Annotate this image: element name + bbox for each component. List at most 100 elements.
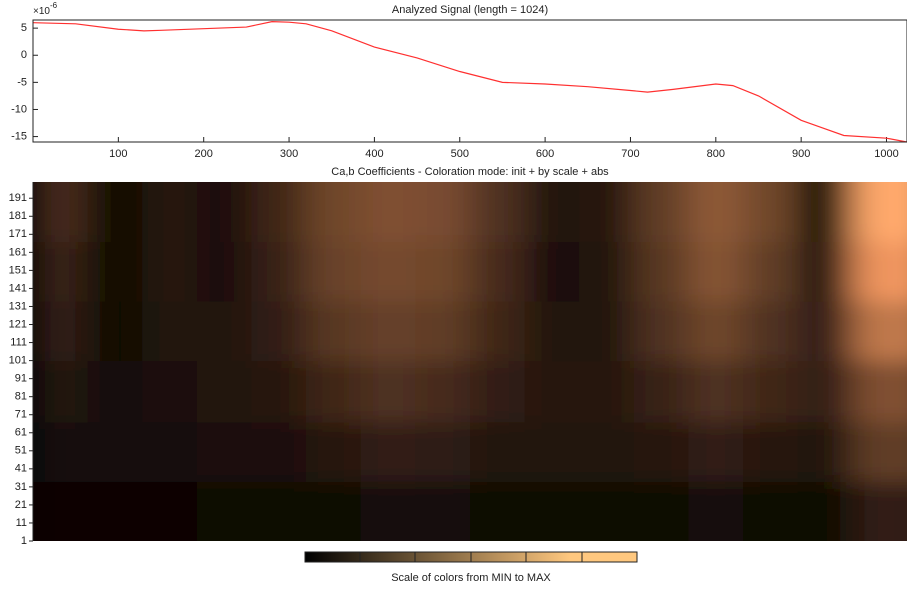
y-multiplier-exp: -6 — [50, 1, 58, 10]
x-tick-label: 400 — [365, 148, 383, 160]
heatmap-cell — [470, 421, 526, 482]
signal-line — [32, 21, 907, 143]
heatmap-cell — [360, 421, 416, 482]
heatmap-cell — [852, 301, 907, 362]
heatmap-cell — [688, 182, 744, 243]
heatmap-cell — [87, 241, 143, 302]
x-tick-label: 600 — [536, 148, 554, 160]
heatmap-cell — [306, 360, 362, 423]
heatmap-cell — [360, 360, 416, 423]
y-tick-label: 131 — [9, 300, 27, 312]
heatmap-cell — [306, 182, 362, 243]
x-tick-label: 500 — [451, 148, 469, 160]
heatmap-cell — [251, 481, 307, 541]
heatmap-cell — [196, 421, 252, 482]
heatmap-cell — [415, 182, 471, 243]
heatmap-cell — [196, 301, 252, 362]
x-tick-label: 800 — [707, 148, 725, 160]
heatmap-cell — [33, 360, 89, 423]
x-tick-label: 200 — [195, 148, 213, 160]
heatmap-cell — [633, 182, 689, 243]
heatmap-cell — [415, 421, 471, 482]
heatmap-cell — [33, 182, 89, 243]
heatmap-cell — [470, 301, 526, 362]
y-tick-label: 141 — [9, 282, 27, 294]
heatmap-cell — [524, 182, 580, 243]
y-tick-label: 121 — [9, 318, 27, 330]
heatmap-cell — [306, 481, 362, 541]
heatmap-cell — [688, 481, 744, 541]
heatmap-cell — [142, 301, 198, 362]
y-tick-label: -5 — [17, 76, 27, 88]
heatmap-cell — [87, 421, 143, 482]
heatmap-cell — [579, 360, 635, 423]
y-tick-label: 11 — [16, 517, 27, 529]
y-tick-label: -10 — [11, 103, 27, 115]
heatmap-cell — [251, 301, 307, 362]
heatmap-cell — [852, 481, 907, 541]
heatmap-cell — [579, 421, 635, 482]
heatmap-cell — [579, 241, 635, 302]
heatmap-cell — [579, 481, 635, 541]
heatmap-cell — [524, 241, 580, 302]
heatmap-cell — [743, 360, 799, 423]
heatmap-cell — [852, 241, 907, 302]
heatmap-cell — [142, 241, 198, 302]
y-multiplier: ×10-6 — [33, 1, 58, 17]
y-tick-label: 81 — [15, 391, 27, 403]
heatmap-cell — [633, 301, 689, 362]
plot-frame — [32, 19, 907, 143]
heatmap-cell — [797, 360, 853, 423]
y-multiplier-base: ×10 — [33, 6, 50, 17]
heatmap-title: Ca,b Coefficients - Coloration mode: ini… — [331, 166, 609, 178]
heatmap-cell — [797, 182, 853, 243]
heatmap-cell — [797, 301, 853, 362]
heatmap-cell — [33, 421, 89, 482]
heatmap-cell — [306, 421, 362, 482]
heatmap-cell — [743, 241, 799, 302]
heatmap-cell — [797, 421, 853, 482]
heatmap-cell — [470, 182, 526, 243]
y-tick-label: 31 — [15, 481, 27, 493]
heatmap-cell — [251, 241, 307, 302]
signal-title: Analyzed Signal (length = 1024) — [392, 4, 548, 16]
heatmap-cell — [360, 301, 416, 362]
heatmap-cell — [196, 481, 252, 541]
heatmap-cell — [196, 360, 252, 423]
y-tick-label: 191 — [9, 192, 27, 204]
heatmap-cell — [797, 481, 853, 541]
heatmap-cell — [579, 301, 635, 362]
y-tick-label: 5 — [21, 22, 27, 34]
heatmap-cell — [524, 301, 580, 362]
heatmap-cell — [743, 301, 799, 362]
heatmap-clip — [33, 182, 907, 541]
colorbar-label: Scale of colors from MIN to MAX — [391, 572, 551, 584]
heatmap-cell — [33, 301, 89, 362]
heatmap-cell — [852, 421, 907, 482]
heatmap-cell — [633, 481, 689, 541]
heatmap-cell — [33, 241, 89, 302]
heatmap-cell — [360, 481, 416, 541]
heatmap-cell — [579, 182, 635, 243]
heatmap-cell — [142, 421, 198, 482]
y-tick-label: 171 — [9, 228, 27, 240]
y-tick-label: 91 — [15, 373, 27, 385]
heatmap-cell — [633, 360, 689, 423]
heatmap-cell — [852, 360, 907, 423]
heatmap-cell — [743, 182, 799, 243]
heatmap-cell — [87, 182, 143, 243]
heatmap-cell — [524, 360, 580, 423]
heatmap-cell — [251, 360, 307, 423]
heatmap-cell — [196, 241, 252, 302]
x-tick-label: 300 — [280, 148, 298, 160]
heatmap-cell — [688, 241, 744, 302]
heatmap-cell — [306, 241, 362, 302]
y-tick-label: 41 — [15, 463, 27, 475]
y-tick-label: 21 — [15, 499, 27, 511]
heatmap-cell — [688, 360, 744, 423]
heatmap-cell — [415, 241, 471, 302]
y-tick-label: 0 — [21, 49, 27, 61]
heatmap-cell — [688, 421, 744, 482]
